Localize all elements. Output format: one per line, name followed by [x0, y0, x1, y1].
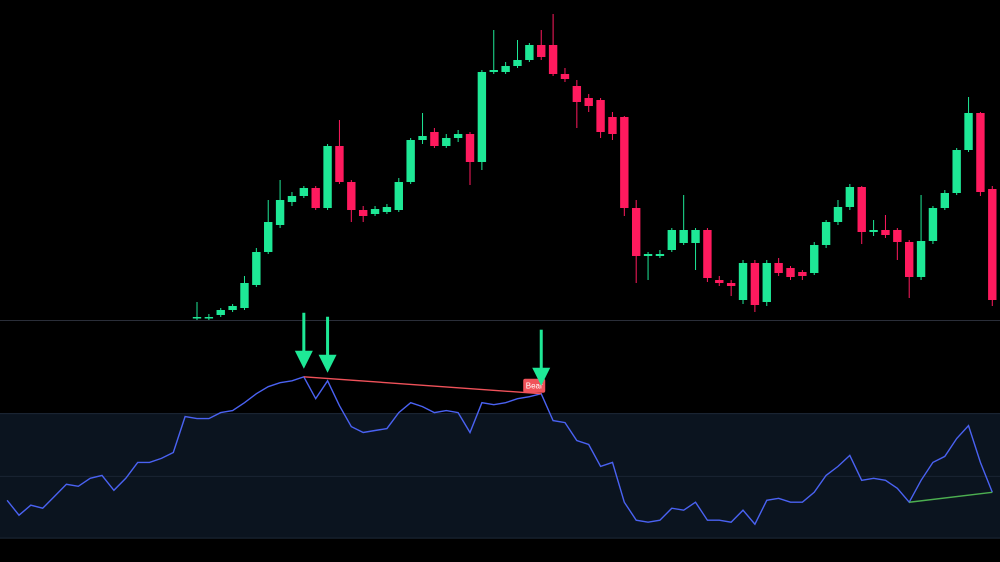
- candle-body: [691, 230, 700, 243]
- candle-body: [453, 134, 463, 138]
- candle-body: [204, 317, 214, 319]
- candle-body: [703, 230, 712, 278]
- candle-body: [370, 209, 380, 214]
- candle-body: [548, 45, 558, 74]
- candle-body: [845, 187, 855, 207]
- candle-body: [358, 210, 368, 216]
- candle-body: [406, 140, 415, 182]
- arrow-head: [294, 350, 313, 369]
- candle-body: [988, 189, 997, 300]
- divergence-line: [303, 376, 542, 395]
- candle-body: [679, 230, 688, 243]
- candle-body: [869, 230, 878, 232]
- candle-body: [726, 283, 736, 286]
- candle-body: [192, 317, 202, 319]
- candle-body: [584, 98, 593, 106]
- candle-body: [786, 268, 795, 277]
- candle-body: [857, 187, 866, 232]
- candle-body: [798, 272, 807, 276]
- candle-body: [964, 113, 973, 150]
- divergence-line: [909, 491, 993, 503]
- arrow-shaft: [302, 312, 306, 353]
- candle-body: [418, 136, 427, 140]
- candle-body: [596, 100, 605, 132]
- candle-body: [643, 254, 653, 256]
- candle-body: [952, 150, 961, 193]
- candle-body: [513, 60, 522, 66]
- candle-body: [608, 117, 617, 134]
- candle-body: [738, 263, 748, 300]
- arrow-head: [532, 367, 551, 386]
- candle-body: [216, 310, 225, 315]
- candle-body: [940, 193, 950, 208]
- candle-body: [916, 241, 926, 277]
- candle-body: [311, 188, 320, 208]
- candle-body: [275, 200, 285, 225]
- candle-body: [465, 134, 475, 162]
- candle-body: [560, 74, 570, 79]
- arrow-shaft: [539, 329, 543, 370]
- candle-body: [501, 66, 510, 72]
- candle-body: [525, 45, 534, 60]
- candle-body: [667, 230, 676, 250]
- candle-body: [774, 263, 783, 273]
- candle-body: [976, 113, 985, 192]
- candle-body: [631, 208, 641, 256]
- candle-body: [264, 222, 273, 252]
- arrow-shaft: [326, 316, 330, 357]
- candle-body: [537, 45, 546, 57]
- candle-body: [881, 230, 890, 235]
- candle-body: [382, 207, 392, 212]
- candle-body: [347, 182, 356, 210]
- candle-body: [240, 283, 249, 308]
- candle-body: [905, 242, 914, 277]
- candle-body: [323, 146, 332, 208]
- candle-body: [442, 138, 451, 146]
- candle-body: [620, 117, 629, 208]
- candle-body: [928, 208, 938, 241]
- candle-body: [489, 70, 498, 72]
- candle-body: [228, 306, 237, 310]
- candle-body: [715, 280, 724, 283]
- candle-body: [833, 207, 843, 222]
- candle-body: [750, 263, 760, 305]
- candle-body: [762, 263, 771, 302]
- candle-body: [430, 132, 439, 146]
- arrow-head: [318, 354, 337, 373]
- oscillator-line: [6, 375, 993, 526]
- candle-body: [655, 254, 665, 256]
- candle-body: [252, 252, 261, 285]
- candle-body: [893, 230, 902, 242]
- candle-body: [477, 72, 487, 162]
- candle-body: [299, 188, 309, 196]
- candle-body: [287, 196, 297, 202]
- divergence-label: Bear: [526, 381, 543, 390]
- candle-body: [335, 146, 344, 182]
- candle-body: [810, 245, 819, 273]
- candle-body: [821, 222, 831, 245]
- candle-body: [394, 182, 403, 210]
- candle-body: [572, 86, 582, 102]
